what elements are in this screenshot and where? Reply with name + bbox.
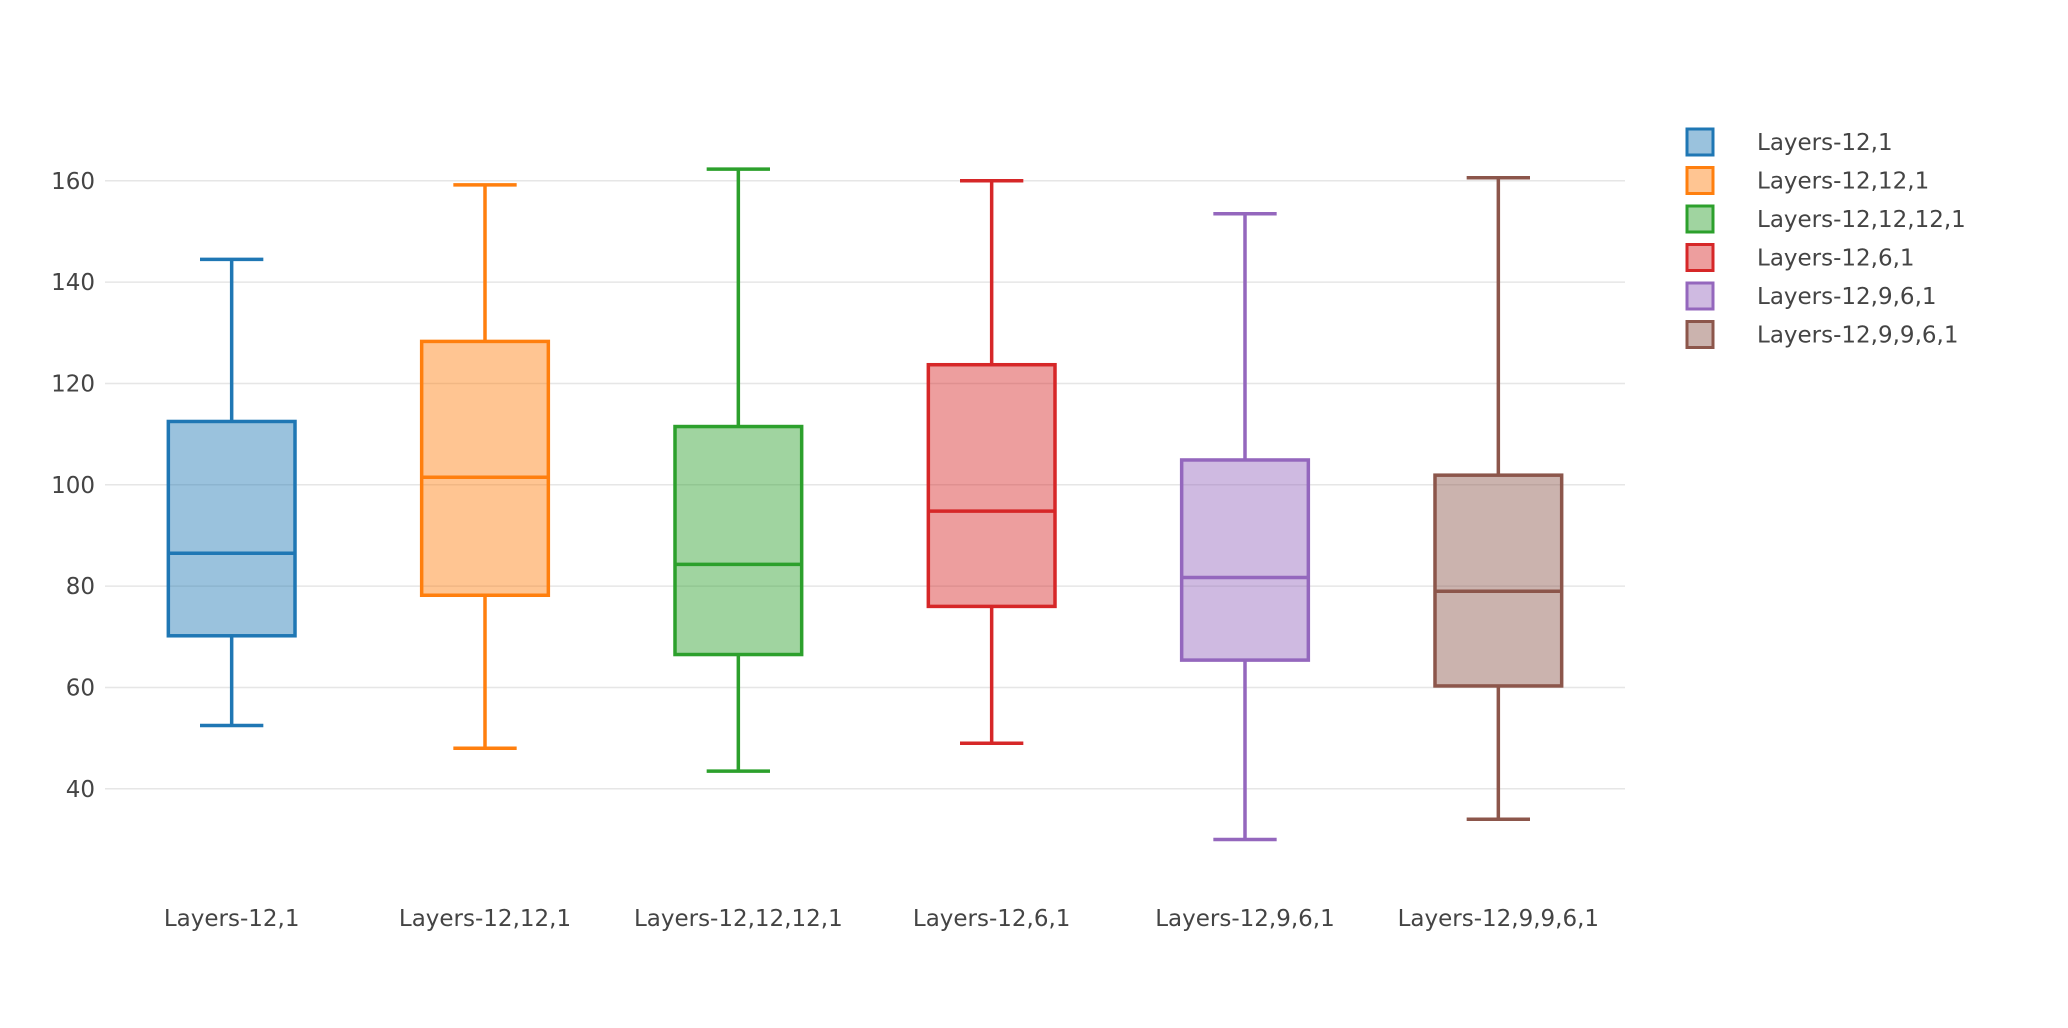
- legend-label: Layers-12,9,9,6,1: [1757, 323, 1958, 349]
- x-tick-label: Layers-12,6,1: [913, 906, 1071, 932]
- legend-swatch: [1685, 204, 1715, 234]
- box-group: [926, 179, 1057, 745]
- legend-item: Layers-12,12,1: [1685, 166, 1929, 195]
- y-axis: 40 60 80 100 120 140 160: [51, 169, 95, 803]
- box-group: [1433, 176, 1564, 821]
- box-group: [1179, 211, 1311, 842]
- iqr-box: [166, 419, 297, 638]
- y-tick-label: 40: [66, 777, 95, 803]
- y-tick-label: 80: [66, 574, 95, 600]
- legend-swatch: [1685, 166, 1715, 195]
- gridlines: [105, 180, 1625, 790]
- legend-label: Layers-12,12,12,1: [1757, 207, 1966, 233]
- y-tick-label: 140: [51, 270, 95, 296]
- legend-label: Layers-12,9,6,1: [1757, 284, 1937, 310]
- legend-item: Layers-12,9,6,1: [1685, 281, 1937, 311]
- legend-item: Layers-12,6,1: [1685, 243, 1915, 272]
- iqr-box: [1433, 473, 1564, 688]
- legend-item: Layers-12,1: [1685, 127, 1893, 157]
- box-group: [166, 257, 297, 728]
- y-tick-label: 160: [51, 169, 95, 195]
- boxes: [166, 167, 1564, 842]
- iqr-box: [673, 424, 804, 657]
- x-tick-label: Layers-12,12,1: [399, 906, 571, 932]
- y-tick-label: 120: [51, 371, 95, 397]
- box-group: [419, 183, 551, 751]
- legend-swatch: [1685, 127, 1715, 157]
- legend-label: Layers-12,12,1: [1757, 169, 1929, 195]
- legend-item: Layers-12,9,9,6,1: [1685, 320, 1958, 349]
- iqr-box: [419, 339, 551, 598]
- legend-item: Layers-12,12,12,1: [1685, 204, 1966, 234]
- box-group: [673, 167, 804, 773]
- iqr-box: [926, 362, 1057, 609]
- x-tick-label: Layers-12,9,9,6,1: [1398, 906, 1599, 932]
- legend-swatch: [1685, 281, 1715, 311]
- x-tick-label: Layers-12,12,12,1: [634, 906, 843, 932]
- legend-label: Layers-12,1: [1757, 130, 1893, 156]
- legend-swatch: [1685, 243, 1715, 272]
- x-axis: Layers-12,1 Layers-12,12,1 Layers-12,12,12…: [164, 906, 1599, 932]
- legend-swatch: [1685, 320, 1715, 349]
- y-tick-label: 60: [66, 675, 95, 701]
- iqr-box: [1179, 458, 1311, 662]
- x-tick-label: Layers-12,1: [164, 906, 300, 932]
- y-tick-label: 100: [51, 473, 95, 499]
- legend: Layers-12,1 Layers-12,12,1 Layers-12,12,12…: [1685, 127, 1966, 349]
- legend-label: Layers-12,6,1: [1757, 246, 1915, 272]
- x-tick-label: Layers-12,9,6,1: [1155, 906, 1335, 932]
